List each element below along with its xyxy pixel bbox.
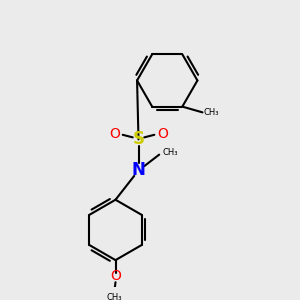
Text: O: O — [157, 127, 168, 141]
Text: CH₃: CH₃ — [162, 148, 178, 157]
Text: CH₃: CH₃ — [106, 293, 122, 300]
Text: S: S — [133, 130, 145, 148]
Text: N: N — [132, 160, 145, 178]
Text: O: O — [109, 127, 120, 141]
Text: CH₃: CH₃ — [204, 108, 219, 117]
Text: O: O — [110, 269, 121, 284]
